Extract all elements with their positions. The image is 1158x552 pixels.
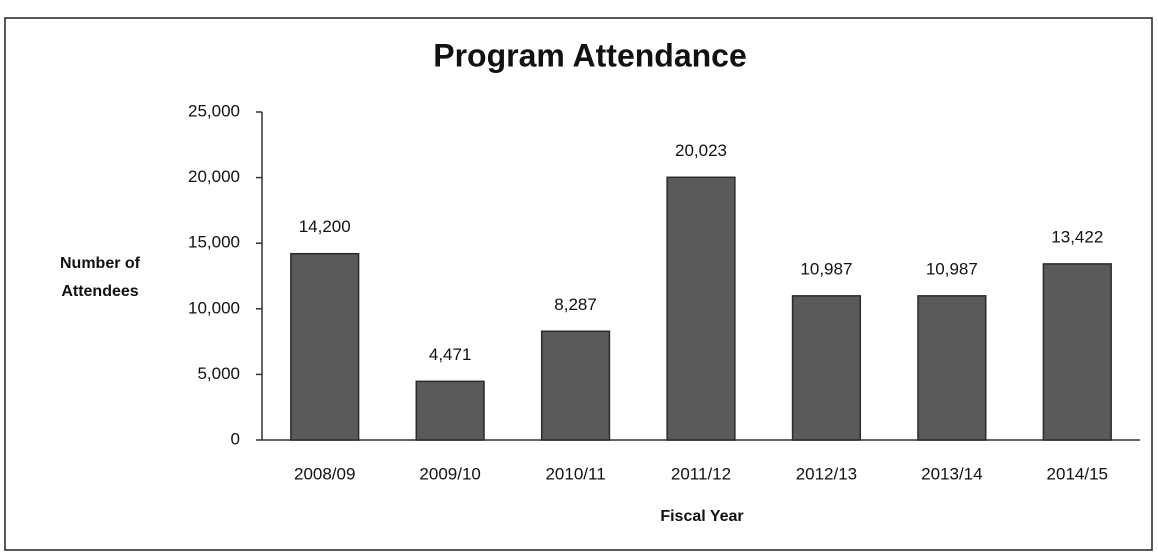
bar bbox=[666, 176, 736, 441]
data-label: 20,023 bbox=[675, 141, 727, 160]
x-tick-label: 2009/10 bbox=[419, 464, 480, 483]
x-tick-label: 2010/11 bbox=[545, 464, 605, 483]
chart-title: Program Attendance bbox=[433, 37, 747, 73]
bar bbox=[540, 330, 611, 441]
bar bbox=[290, 252, 360, 441]
bar bbox=[415, 380, 485, 441]
data-label: 14,200 bbox=[299, 217, 351, 236]
x-tick-label: 2011/12 bbox=[671, 464, 731, 483]
x-tick-label: 2013/14 bbox=[921, 464, 982, 483]
bar bbox=[1042, 263, 1112, 441]
y-tick-label: 10,000 bbox=[188, 298, 240, 317]
y-tick-label: 20,000 bbox=[188, 167, 240, 186]
y-tick-label: 0 bbox=[231, 429, 240, 448]
y-tick-label: 5,000 bbox=[197, 364, 240, 383]
y-axis-label: Number of Attendees bbox=[60, 255, 140, 300]
data-label: 13,422 bbox=[1051, 227, 1103, 246]
bar bbox=[917, 295, 987, 441]
bar bbox=[791, 295, 862, 441]
data-label: 8,287 bbox=[554, 295, 597, 314]
chart-frame bbox=[4, 17, 1153, 551]
x-tick-label: 2012/13 bbox=[796, 464, 857, 483]
x-axis-label: Fiscal Year bbox=[660, 508, 743, 525]
y-tick-label: 15,000 bbox=[188, 233, 240, 252]
x-tick-label: 2014/15 bbox=[1047, 464, 1108, 483]
data-label: 10,987 bbox=[926, 259, 978, 278]
data-label: 10,987 bbox=[800, 259, 852, 278]
x-tick-label: 2008/09 bbox=[294, 464, 355, 483]
y-tick-label: 25,000 bbox=[188, 101, 240, 120]
data-label: 4,471 bbox=[429, 345, 472, 364]
